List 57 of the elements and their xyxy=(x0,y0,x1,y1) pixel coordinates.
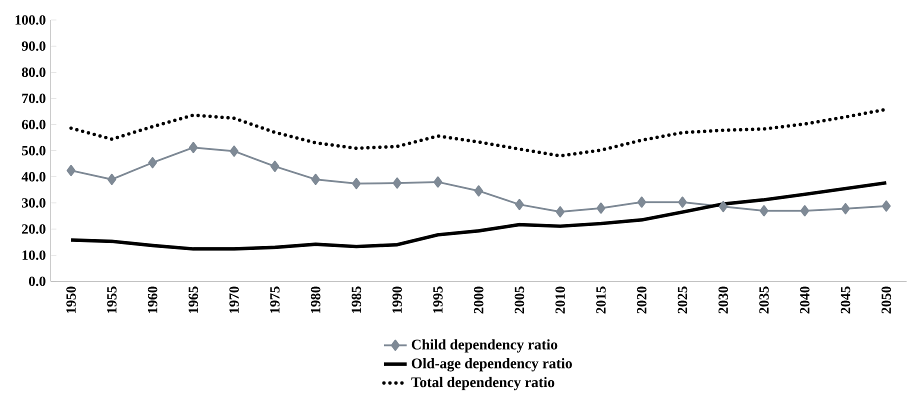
point xyxy=(107,174,116,186)
point xyxy=(474,185,484,197)
point xyxy=(66,164,76,176)
y-tick-label: 40.0 xyxy=(22,172,46,182)
point xyxy=(352,178,361,190)
y-tick-label: 20.0 xyxy=(22,224,46,234)
x-tick-label: 2050 xyxy=(882,286,892,314)
point xyxy=(270,160,280,172)
x-tick-label: 1985 xyxy=(352,286,362,313)
point xyxy=(718,200,728,212)
legend-label: Child dependency ratio xyxy=(412,339,558,353)
x-tick-label: 1995 xyxy=(433,286,443,313)
x-tick-label: 2035 xyxy=(759,286,769,314)
x-tick-label: 1975 xyxy=(270,286,280,313)
point xyxy=(230,146,239,157)
x-tick-label: 2015 xyxy=(596,286,606,314)
x-tick-label: 2020 xyxy=(637,286,646,314)
legend-label: Total dependency ratio xyxy=(411,376,554,390)
x-tick-label: 2045 xyxy=(840,286,850,314)
y-tick-label: 90.0 xyxy=(22,41,46,51)
y-tick-label: 100.0 xyxy=(16,15,46,25)
x-tick-label: 2025 xyxy=(678,286,688,314)
y-tick-label: 30.0 xyxy=(22,198,46,208)
x-tick-label: 2040 xyxy=(800,286,810,314)
x-tick-label: 2005 xyxy=(514,286,524,314)
y-tick-label: 60.0 xyxy=(22,120,46,130)
x-tick-label: 2010 xyxy=(555,286,565,314)
point xyxy=(556,206,565,218)
point xyxy=(311,174,320,186)
point xyxy=(800,205,810,216)
x-tick-label: 1955 xyxy=(107,286,117,313)
point xyxy=(678,196,687,208)
point xyxy=(188,142,198,154)
x-tick-label: 2030 xyxy=(718,286,728,314)
y-tick-label: 10.0 xyxy=(22,250,46,260)
x-tick-label: 1965 xyxy=(188,286,198,313)
x-tick-label: 1960 xyxy=(148,286,158,313)
x-tick-label: 2000 xyxy=(474,286,484,314)
x-tick-label: 1990 xyxy=(392,286,402,313)
legend-label: Old-age dependency ratio xyxy=(412,358,572,372)
y-tick-label: 80.0 xyxy=(22,68,46,78)
point xyxy=(515,198,524,210)
x-tick-label: 1950 xyxy=(66,286,76,313)
line-series xyxy=(69,181,888,251)
point xyxy=(433,176,442,188)
point xyxy=(841,203,850,214)
point xyxy=(637,196,646,208)
x-tick-label: 1970 xyxy=(229,286,239,313)
point xyxy=(392,177,402,189)
y-tick-label: 50.0 xyxy=(22,146,46,156)
x-tick-label: 1980 xyxy=(310,286,320,313)
point xyxy=(760,205,768,216)
y-tick-label: 70.0 xyxy=(22,94,46,104)
point xyxy=(882,200,891,212)
point xyxy=(596,202,606,214)
point xyxy=(148,157,158,168)
y-tick-label: 0.0 xyxy=(28,276,46,286)
